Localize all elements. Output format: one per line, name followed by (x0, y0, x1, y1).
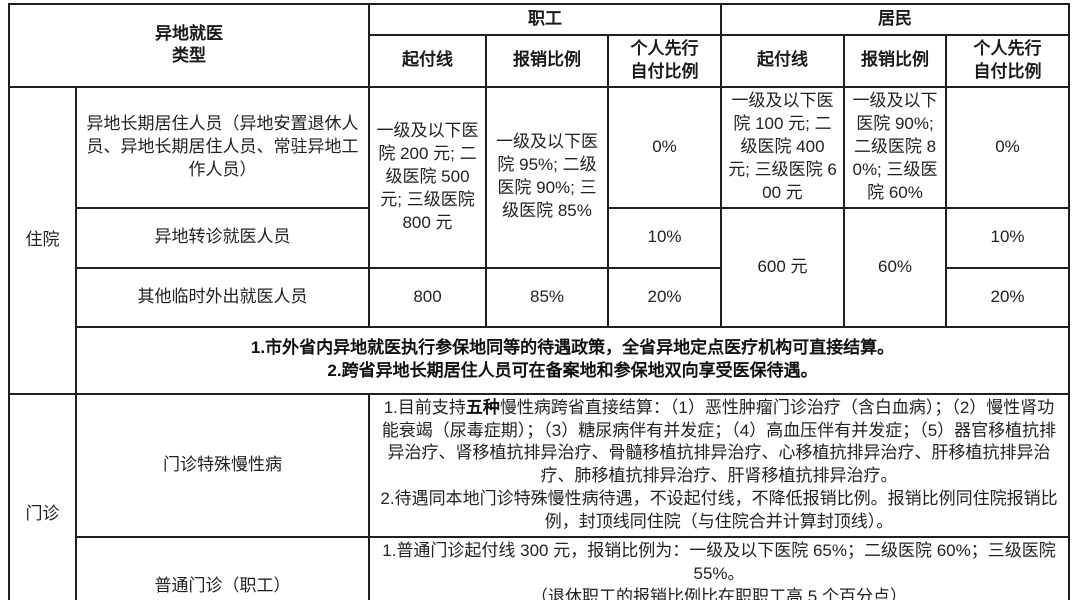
header-remote-medical-type: 异地就医 类型 (8, 3, 370, 88)
cell-emp-deductible-long-term: 一级及以下医院 200 元; 二级医院 500 元; 三级医院 800 元 (368, 85, 487, 269)
cell-res-deductible-long-term: 一级及以下医院 100 元; 二级医院 400 元; 三级医院 600 元 (720, 85, 845, 209)
row-type-chronic: 门诊特殊慢性病 (75, 392, 370, 539)
chronic-policy-line1: 1.目前支持五种慢性病跨省直接结算：（1）恶性肿瘤门诊治疗（含白血病）；（2）慢… (376, 397, 1062, 489)
cell-res-self-pay-referral: 10% (945, 206, 1070, 269)
chronic-line1-prefix: 1.目前支持 (383, 397, 466, 417)
section-label-outpatient: 门诊 (8, 392, 77, 600)
header-resident-self-pay: 个人先行 自付比例 (945, 34, 1070, 88)
header-resident-deductible: 起付线 (720, 34, 845, 88)
cell-ordinary-policy: 1.普通门诊起付线 300 元，报销比例为：一级及以下医院 65%；二级医院 6… (368, 536, 1070, 600)
cell-emp-self-pay-referral: 10% (607, 206, 722, 269)
row-type-referral: 异地转诊就医人员 (75, 206, 370, 269)
cell-res-deductible-referral-other: 600 元 (720, 206, 845, 328)
cell-chronic-policy: 1.目前支持五种慢性病跨省直接结算：（1）恶性肿瘤门诊治疗（含白血病）；（2）慢… (368, 392, 1070, 539)
header-group-employee: 职工 (368, 3, 722, 36)
chronic-line1-bold: 五种 (465, 397, 500, 417)
chronic-line1-rest: 慢性病跨省直接结算：（1）恶性肿瘤门诊治疗（含白血病）；（2）慢性肾功能衰竭（尿… (381, 397, 1057, 486)
cell-res-self-pay-other-temp: 20% (945, 266, 1070, 328)
cell-emp-self-pay-other-temp: 20% (607, 266, 722, 328)
cell-emp-deductible-other-temp: 800 (368, 266, 487, 328)
cell-emp-ratio-other-temp: 85% (485, 266, 609, 328)
cell-emp-self-pay-long-term: 0% (607, 85, 722, 209)
cell-res-self-pay-long-term: 0% (945, 85, 1070, 209)
cell-emp-ratio-long-term: 一级及以下医院 95%; 二级医院 90%; 三级医院 85% (485, 85, 609, 269)
header-employee-self-pay: 个人先行 自付比例 (607, 34, 722, 88)
header-employee-ratio: 报销比例 (485, 34, 609, 88)
header-resident-ratio: 报销比例 (843, 34, 947, 88)
section-label-inpatient: 住院 (8, 85, 77, 395)
chronic-policy-line2: 2.待遇同本地门诊特殊慢性病待遇，不设起付线，不降低报销比例。报销比例同住院报销… (380, 489, 1058, 532)
ordinary-policy-line2: （退休职工的报销比例比在职职工高 5 个百分点） (531, 587, 907, 600)
cell-res-ratio-long-term: 一级及以下医院 90%; 二级医院 80%; 三级医院 60% (843, 85, 947, 209)
header-group-resident: 居民 (720, 3, 1070, 36)
inpatient-note: 1.市外省内异地就医执行参保地同等的待遇政策，全省异地定点医疗机构可直接结算。 … (75, 325, 1070, 395)
row-type-other-temp: 其他临时外出就医人员 (75, 266, 370, 328)
header-employee-deductible: 起付线 (368, 34, 487, 88)
cell-res-ratio-referral-other: 60% (843, 206, 947, 328)
row-type-ordinary: 普通门诊（职工） (75, 536, 370, 600)
ordinary-policy-line1: 1.普通门诊起付线 300 元，报销比例为：一级及以下医院 65%；二级医院 6… (382, 541, 1056, 584)
remote-medical-policy-table: 异地就医 类型 职工 居民 起付线 报销比例 个人先行 自付比例 起付线 报销比… (8, 3, 1070, 600)
row-type-long-term: 异地长期居住人员（异地安置退休人员、异地长期居住人员、常驻异地工作人员） (75, 85, 370, 209)
